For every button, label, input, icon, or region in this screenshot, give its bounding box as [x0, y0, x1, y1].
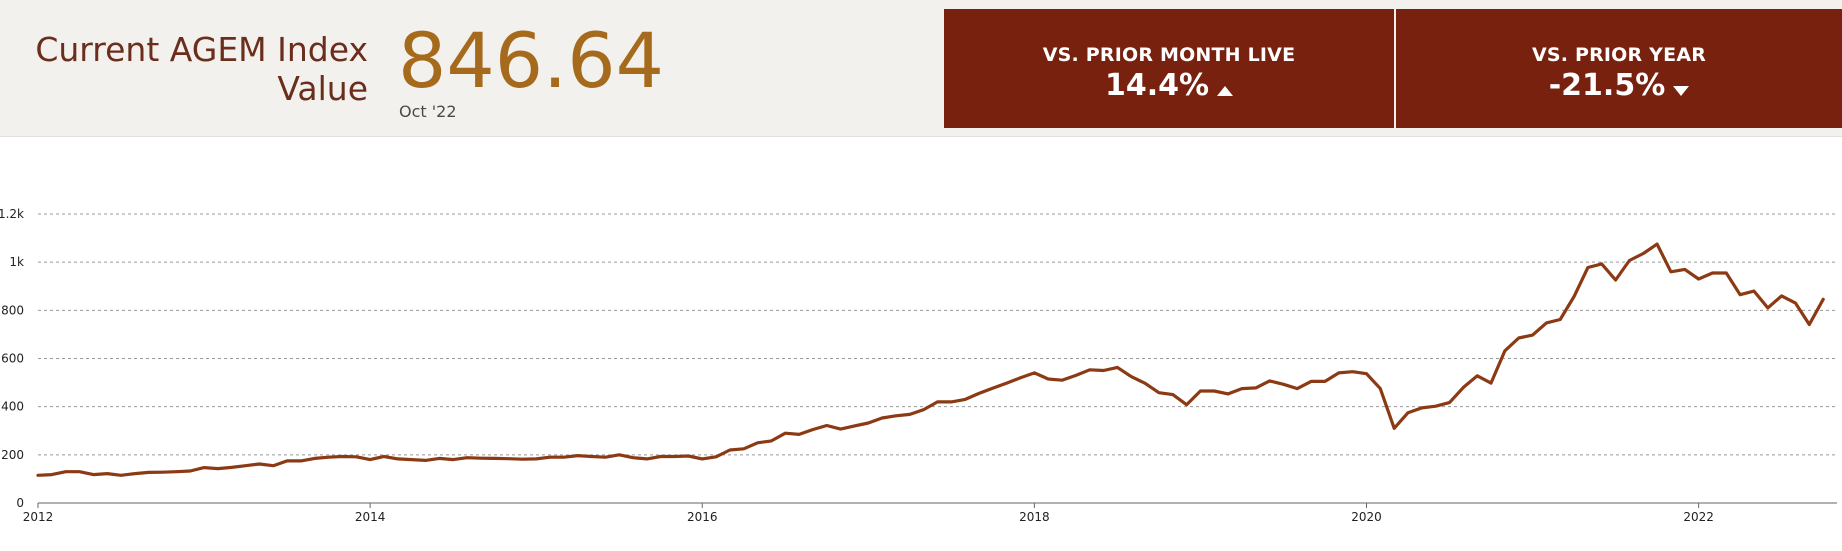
index-series-line	[36, 242, 1825, 477]
y-tick-label: 400	[1, 400, 24, 414]
index-date: Oct '22	[399, 102, 457, 121]
y-tick-label: 800	[1, 303, 24, 317]
x-tick-label: 2014	[355, 510, 386, 524]
y-axis: 0 200 400 600 800 1k 1.2k	[0, 207, 24, 510]
x-tick-label: 2022	[1683, 510, 1714, 524]
kpi-prior-month-value: 14.4%	[1104, 68, 1210, 103]
index-label: Current AGEM Index Value	[35, 30, 368, 108]
x-axis: 2012 2014 2016 2018 2020 2022	[23, 503, 1714, 524]
chart-series	[36, 242, 1825, 477]
kpi-prior-month-title: VS. PRIOR MONTH LIVE	[1042, 44, 1296, 66]
triangle-up-icon	[1217, 69, 1234, 104]
triangle-down-icon	[1673, 69, 1690, 104]
kpi-prior-year: VS. PRIOR YEAR -21.5%	[1396, 9, 1842, 128]
chart-gridlines	[38, 213, 1837, 504]
index-value: 846.64	[398, 16, 664, 105]
kpi-prior-year-title: VS. PRIOR YEAR	[1531, 44, 1707, 66]
x-tick-label: 2012	[23, 510, 54, 524]
x-tick-label: 2018	[1019, 510, 1050, 524]
x-tick-label: 2016	[687, 510, 718, 524]
kpi-prior-year-value: -21.5%	[1548, 68, 1666, 103]
y-tick-label: 1k	[9, 255, 24, 269]
y-tick-label: 0	[16, 496, 24, 510]
y-tick-label: 200	[1, 448, 24, 462]
index-line-chart: 0 200 400 600 800 1k 1.2k 2012 2014 2016 2018 2020…	[0, 207, 1837, 524]
y-tick-label: 600	[1, 352, 24, 366]
y-tick-label: 1.2k	[0, 207, 24, 221]
kpi-prior-month: VS. PRIOR MONTH LIVE 14.4%	[944, 9, 1394, 128]
x-tick-label: 2020	[1351, 510, 1382, 524]
